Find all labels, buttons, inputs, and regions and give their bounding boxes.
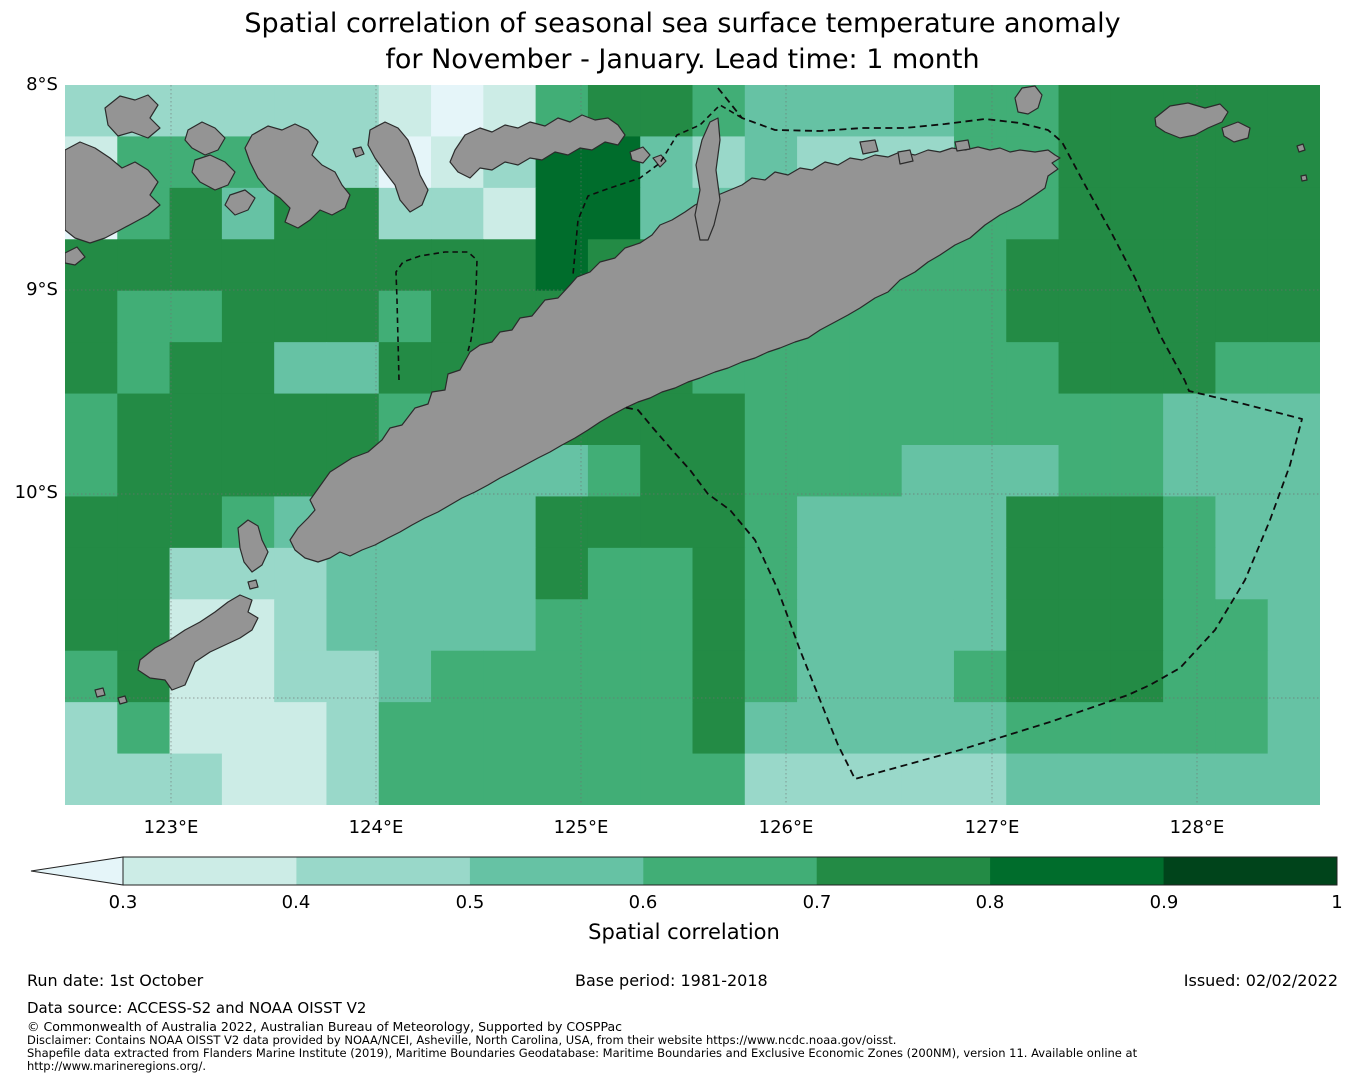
cb-tick-06: 0.6 <box>628 892 658 913</box>
cb-tick-1: 1 <box>1331 892 1343 913</box>
strait-islets <box>859 139 971 165</box>
map-gridlines <box>65 85 1320 805</box>
page-title: Spatial correlation of seasonal sea surf… <box>0 6 1365 78</box>
pantar-island <box>367 121 429 213</box>
small-island-speck <box>352 146 365 158</box>
correlation-cells <box>65 85 1320 805</box>
ombai-strait-boundary <box>572 104 743 276</box>
disclaimer-line: Disclaimer: Contains NOAA OISST V2 data … <box>27 1033 897 1047</box>
atauro-island <box>694 117 721 241</box>
colorbar-label: Spatial correlation <box>588 920 780 944</box>
copyright-line: © Commonwealth of Australia 2022, Austra… <box>27 1019 622 1034</box>
cb-tick-09: 0.9 <box>1149 892 1179 913</box>
flores-island <box>65 141 161 266</box>
title-line-1: Spatial correlation of seasonal sea surf… <box>244 8 1121 39</box>
x-tick-127e: 127°E <box>964 817 1020 838</box>
x-tick-125e: 125°E <box>553 817 609 838</box>
title-line-2: for November - January. Lead time: 1 mon… <box>385 44 980 75</box>
base-period: Base period: 1981-2018 <box>575 971 768 990</box>
eez-boundaries <box>395 87 1303 780</box>
x-tick-124e: 124°E <box>348 817 404 838</box>
y-tick-9s: 9°S <box>26 279 58 300</box>
cb-tick-08: 0.8 <box>975 892 1005 913</box>
x-tick-123e: 123°E <box>143 817 199 838</box>
top-edge-island <box>1014 85 1043 115</box>
colorbar <box>30 856 1338 886</box>
issued-date: Issued: 02/02/2022 <box>1183 971 1338 990</box>
oecusse-boundary <box>395 251 478 381</box>
palue-island <box>104 94 161 139</box>
cb-tick-03: 0.3 <box>108 892 138 913</box>
timor-island <box>289 146 1061 563</box>
y-tick-10s: 10°S <box>14 482 58 503</box>
run-date: Run date: 1st October <box>27 971 204 990</box>
y-tick-8s: 8°S <box>26 74 58 95</box>
x-tick-126e: 126°E <box>758 817 814 838</box>
shapefile-line: Shapefile data extracted from Flanders M… <box>27 1046 1138 1060</box>
semau-island <box>237 519 269 590</box>
land-masses <box>65 85 1308 705</box>
wetar-islands <box>1154 102 1308 182</box>
eez-boundary-line <box>622 87 1303 780</box>
cb-tick-07: 0.7 <box>802 892 832 913</box>
x-tick-128e: 128°E <box>1169 817 1225 838</box>
lembata-island <box>244 123 351 229</box>
colorbar-underflow-arrow <box>30 856 124 886</box>
colorbar-segments <box>30 856 1338 886</box>
adonara-solor-islands <box>184 121 256 216</box>
rote-island <box>94 594 259 705</box>
shapefile-url: http://www.marineregions.org/. <box>27 1059 206 1073</box>
data-source: Data source: ACCESS-S2 and NOAA OISST V2 <box>27 999 367 1017</box>
cb-tick-04: 0.4 <box>281 892 311 913</box>
map-canvas <box>65 85 1320 805</box>
cb-tick-05: 0.5 <box>455 892 485 913</box>
